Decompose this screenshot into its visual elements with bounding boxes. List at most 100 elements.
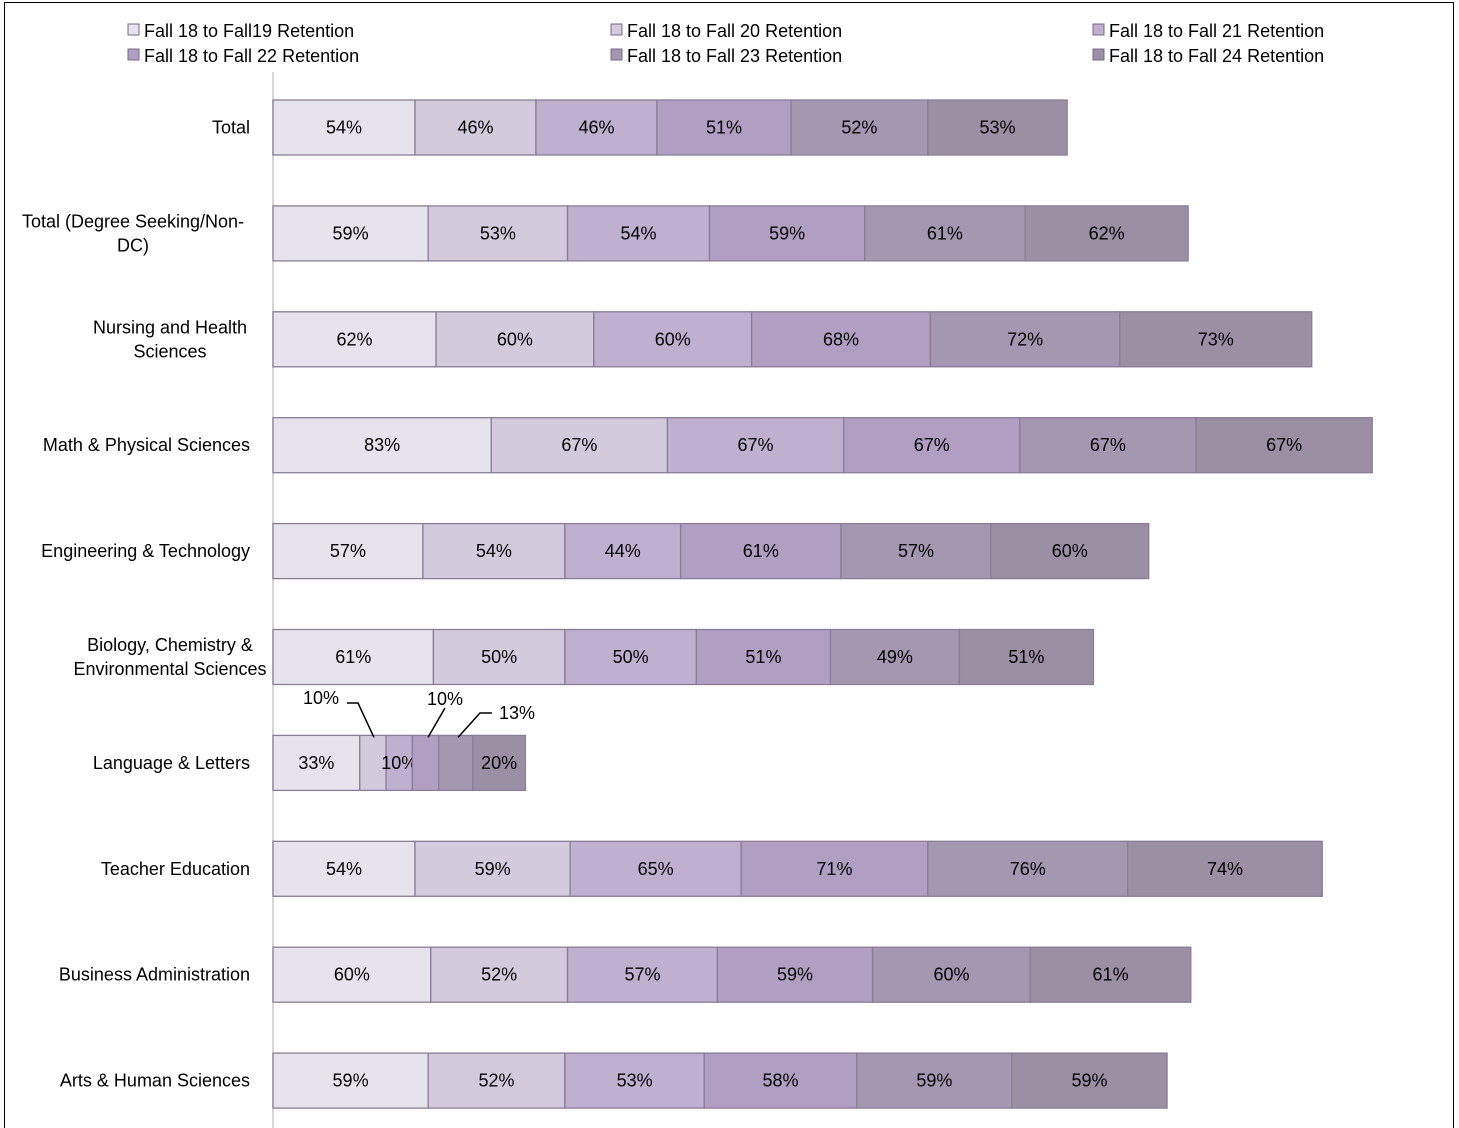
category-label-1: Total (Degree Seeking/Non-DC) bbox=[22, 211, 244, 255]
category-label-4: Engineering & Technology bbox=[41, 541, 250, 561]
bar-5-1 bbox=[432, 628, 566, 686]
bar-6-4 bbox=[438, 734, 474, 792]
category-label-8: Business Administration bbox=[59, 965, 250, 985]
data-label-2-5: 73% bbox=[1198, 329, 1234, 349]
data-label-9-5: 59% bbox=[1072, 1071, 1108, 1091]
data-label-3-1: 67% bbox=[561, 435, 597, 455]
data-label-6-0: 33% bbox=[298, 753, 334, 773]
data-label-3-4: 67% bbox=[1090, 435, 1126, 455]
legend: Fall 18 to Fall19 Retention Fall 18 to Fa… bbox=[127, 21, 1324, 66]
bar-0-0 bbox=[272, 99, 416, 156]
data-label-3-0: 83% bbox=[364, 435, 400, 455]
data-label-1-2: 54% bbox=[621, 223, 657, 243]
bar-0-1 bbox=[414, 99, 537, 156]
data-label-0-3: 51% bbox=[706, 118, 742, 138]
bar-2-3 bbox=[750, 311, 932, 368]
bar-9-3 bbox=[703, 1052, 858, 1109]
legend-label-5: Fall 18 to Fall 24 Retention bbox=[1109, 46, 1324, 66]
data-label-9-4: 59% bbox=[916, 1071, 952, 1091]
bar-4-1 bbox=[422, 522, 566, 580]
legend-swatch-1 bbox=[610, 23, 623, 36]
data-label-9-1: 52% bbox=[479, 1071, 515, 1091]
legend-swatch-5 bbox=[1092, 48, 1105, 61]
data-label-3-2: 67% bbox=[738, 435, 774, 455]
data-label-0-0: 54% bbox=[326, 118, 362, 138]
data-label-5-1: 50% bbox=[481, 647, 517, 667]
category-label-3: Math & Physical Sciences bbox=[43, 435, 250, 455]
data-label-5-5: 51% bbox=[1008, 647, 1044, 667]
chart-frame bbox=[4, 2, 1454, 1128]
bar-8-2 bbox=[566, 946, 719, 1003]
data-label-2-1: 60% bbox=[497, 329, 533, 349]
data-label-5-4: 49% bbox=[877, 647, 913, 667]
data-label-7-1: 59% bbox=[475, 859, 511, 879]
bar-5-2 bbox=[564, 628, 698, 686]
data-label-2-0: 62% bbox=[337, 329, 373, 349]
legend-swatch-2 bbox=[1092, 23, 1105, 36]
bar-5-0 bbox=[272, 628, 435, 686]
legend-swatch-3 bbox=[127, 48, 140, 61]
data-label-0-1: 46% bbox=[457, 118, 493, 138]
data-label-9-3: 58% bbox=[763, 1071, 799, 1091]
bar-1-3 bbox=[708, 205, 866, 262]
bar-9-5 bbox=[1011, 1052, 1168, 1109]
bar-8-0 bbox=[272, 946, 432, 1003]
data-label-1-0: 59% bbox=[333, 223, 369, 243]
data-label-8-3: 59% bbox=[777, 965, 813, 985]
legend-label-3: Fall 18 to Fall 22 Retention bbox=[144, 46, 359, 66]
legend-label-2: Fall 18 to Fall 21 Retention bbox=[1109, 21, 1324, 41]
data-label-2-2: 60% bbox=[655, 329, 691, 349]
data-label-4-3: 61% bbox=[743, 541, 779, 561]
bar-7-5 bbox=[1127, 840, 1323, 897]
data-label-3-3: 67% bbox=[914, 435, 950, 455]
bar-8-3 bbox=[716, 946, 874, 1003]
legend-label-1: Fall 18 to Fall 20 Retention bbox=[627, 21, 842, 41]
data-label-4-0: 57% bbox=[330, 541, 366, 561]
data-label-0-4: 52% bbox=[841, 118, 877, 138]
callout-label-0: 10% bbox=[303, 688, 339, 708]
data-label-4-1: 54% bbox=[476, 541, 512, 561]
data-label-3-5: 67% bbox=[1266, 435, 1302, 455]
data-label-1-1: 53% bbox=[480, 223, 516, 243]
data-label-8-4: 60% bbox=[933, 965, 969, 985]
bar-4-2 bbox=[564, 522, 682, 580]
data-label-7-5: 74% bbox=[1207, 859, 1243, 879]
callout-leader-1 bbox=[427, 707, 446, 738]
bar-9-1 bbox=[427, 1052, 566, 1109]
legend-swatch-4 bbox=[610, 48, 623, 61]
bar-2-1 bbox=[435, 311, 595, 368]
bar-7-1 bbox=[414, 840, 571, 897]
bar-1-5 bbox=[1024, 205, 1189, 262]
data-label-0-5: 53% bbox=[979, 118, 1015, 138]
data-label-4-2: 44% bbox=[605, 541, 641, 561]
bar-3-2 bbox=[666, 417, 845, 474]
bar-2-4 bbox=[929, 311, 1121, 368]
bar-6-2 bbox=[385, 734, 414, 792]
legend-label-4: Fall 18 to Fall 23 Retention bbox=[627, 46, 842, 66]
bar-1-2 bbox=[566, 205, 711, 262]
data-label-5-0: 61% bbox=[335, 647, 371, 667]
bar-2-5 bbox=[1119, 311, 1313, 368]
category-axis: Total Total (Degree Seeking/Non-DC) Nursin… bbox=[22, 72, 274, 1128]
data-label-8-5: 61% bbox=[1093, 965, 1129, 985]
bar-3-1 bbox=[490, 417, 669, 474]
data-label-9-2: 53% bbox=[617, 1071, 653, 1091]
callouts: 10% 10% 13% bbox=[303, 688, 535, 738]
bar-2-2 bbox=[593, 311, 753, 368]
bar-1-1 bbox=[427, 205, 569, 262]
data-label-2-3: 68% bbox=[823, 329, 859, 349]
bar-5-4 bbox=[829, 628, 961, 686]
data-label-7-0: 54% bbox=[326, 859, 362, 879]
data-label-1-4: 61% bbox=[927, 223, 963, 243]
data-label-4-4: 57% bbox=[898, 541, 934, 561]
bar-7-0 bbox=[272, 840, 416, 897]
bar-8-4 bbox=[871, 946, 1032, 1003]
category-label-7: Teacher Education bbox=[101, 859, 250, 879]
bar-2-0 bbox=[272, 311, 437, 368]
data-label-7-3: 71% bbox=[816, 859, 852, 879]
category-label-2: Nursing and Health Sciences bbox=[93, 317, 247, 361]
callout-label-1: 10% bbox=[427, 689, 463, 709]
data-label-5-2: 50% bbox=[613, 647, 649, 667]
bar-5-5 bbox=[958, 628, 1095, 686]
